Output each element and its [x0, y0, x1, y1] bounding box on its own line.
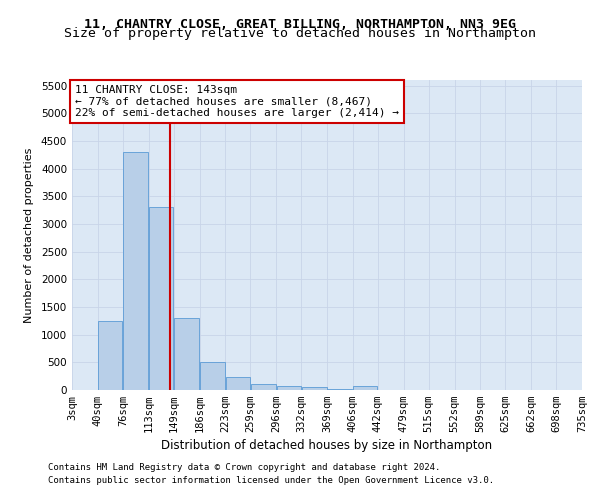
- Text: Contains public sector information licensed under the Open Government Licence v3: Contains public sector information licen…: [48, 476, 494, 485]
- Bar: [302, 386, 326, 390]
- Text: 11 CHANTRY CLOSE: 143sqm
← 77% of detached houses are smaller (8,467)
22% of sem: 11 CHANTRY CLOSE: 143sqm ← 77% of detach…: [74, 84, 398, 118]
- Bar: [123, 152, 148, 390]
- Bar: [226, 378, 250, 390]
- Text: 11, CHANTRY CLOSE, GREAT BILLING, NORTHAMPTON, NN3 9EG: 11, CHANTRY CLOSE, GREAT BILLING, NORTHA…: [84, 18, 516, 30]
- Bar: [277, 386, 301, 390]
- X-axis label: Distribution of detached houses by size in Northampton: Distribution of detached houses by size …: [161, 440, 493, 452]
- Bar: [98, 321, 122, 390]
- Y-axis label: Number of detached properties: Number of detached properties: [24, 148, 34, 322]
- Bar: [353, 386, 377, 390]
- Text: Size of property relative to detached houses in Northampton: Size of property relative to detached ho…: [64, 28, 536, 40]
- Bar: [149, 208, 173, 390]
- Bar: [200, 362, 225, 390]
- Bar: [174, 318, 199, 390]
- Bar: [251, 384, 276, 390]
- Text: Contains HM Land Registry data © Crown copyright and database right 2024.: Contains HM Land Registry data © Crown c…: [48, 464, 440, 472]
- Bar: [328, 389, 352, 390]
